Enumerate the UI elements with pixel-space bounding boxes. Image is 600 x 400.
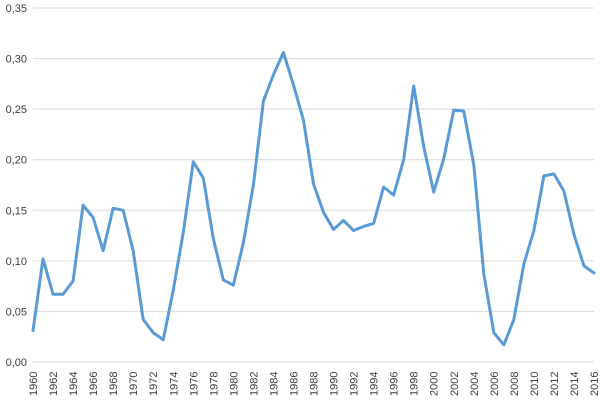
x-tick-label: 1960 bbox=[28, 372, 40, 396]
x-tick-label: 1988 bbox=[309, 372, 321, 396]
x-tick-label: 1968 bbox=[108, 372, 120, 396]
x-tick-label: 2004 bbox=[469, 372, 481, 396]
series-line-0 bbox=[31, 51, 596, 347]
x-tick-label: 2012 bbox=[549, 372, 561, 396]
x-tick-label: 1992 bbox=[349, 372, 361, 396]
x-tick-label: 2006 bbox=[489, 372, 501, 396]
x-tick-label: 1962 bbox=[48, 372, 60, 396]
y-tick-label: 0,20 bbox=[6, 155, 27, 167]
x-tick-label: 1990 bbox=[329, 372, 341, 396]
x-tick-label: 2008 bbox=[509, 372, 521, 396]
x-tick-label: 1982 bbox=[248, 372, 260, 396]
x-tick-label: 1986 bbox=[288, 372, 300, 396]
x-tick-label: 1974 bbox=[168, 372, 180, 396]
x-tick-label: 1984 bbox=[268, 372, 280, 396]
x-tick-label: 1972 bbox=[148, 372, 160, 396]
x-tick-label: 2014 bbox=[569, 372, 581, 396]
y-tick-label: 0,05 bbox=[6, 306, 27, 318]
x-tick-label: 1970 bbox=[128, 372, 140, 396]
x-tick-label: 1964 bbox=[68, 372, 80, 396]
y-tick-label: 0,10 bbox=[6, 256, 27, 268]
y-tick-label: 0,00 bbox=[6, 357, 27, 369]
y-tick-label: 0,25 bbox=[6, 104, 27, 116]
x-tick-label: 1966 bbox=[88, 372, 100, 396]
x-tick-label: 2016 bbox=[589, 372, 600, 396]
y-tick-label: 0,15 bbox=[6, 205, 27, 217]
x-tick-label: 1976 bbox=[188, 372, 200, 396]
x-tick-label: 1978 bbox=[208, 372, 220, 396]
x-tick-label: 2010 bbox=[529, 372, 541, 396]
x-tick-label: 2000 bbox=[429, 372, 441, 396]
y-tick-label: 0,30 bbox=[6, 54, 27, 66]
y-axis-tick-labels: 0,00 0,05 0,10 0,15 0,20 0,25 0,30 0,35 bbox=[6, 3, 27, 369]
x-axis-tick-labels: 1960 1962 1964 1966 1968 1970 1972 1974 1976 1978… bbox=[28, 372, 600, 396]
x-tick-label: 1998 bbox=[409, 372, 421, 396]
x-tick-label: 2002 bbox=[449, 372, 461, 396]
x-tick-label: 1996 bbox=[389, 372, 401, 396]
x-tick-label: 1994 bbox=[369, 372, 381, 396]
series-group bbox=[31, 51, 596, 347]
y-gridlines bbox=[33, 7, 594, 363]
y-tick-label: 0,35 bbox=[6, 3, 27, 15]
x-tick-label: 1980 bbox=[228, 372, 240, 396]
